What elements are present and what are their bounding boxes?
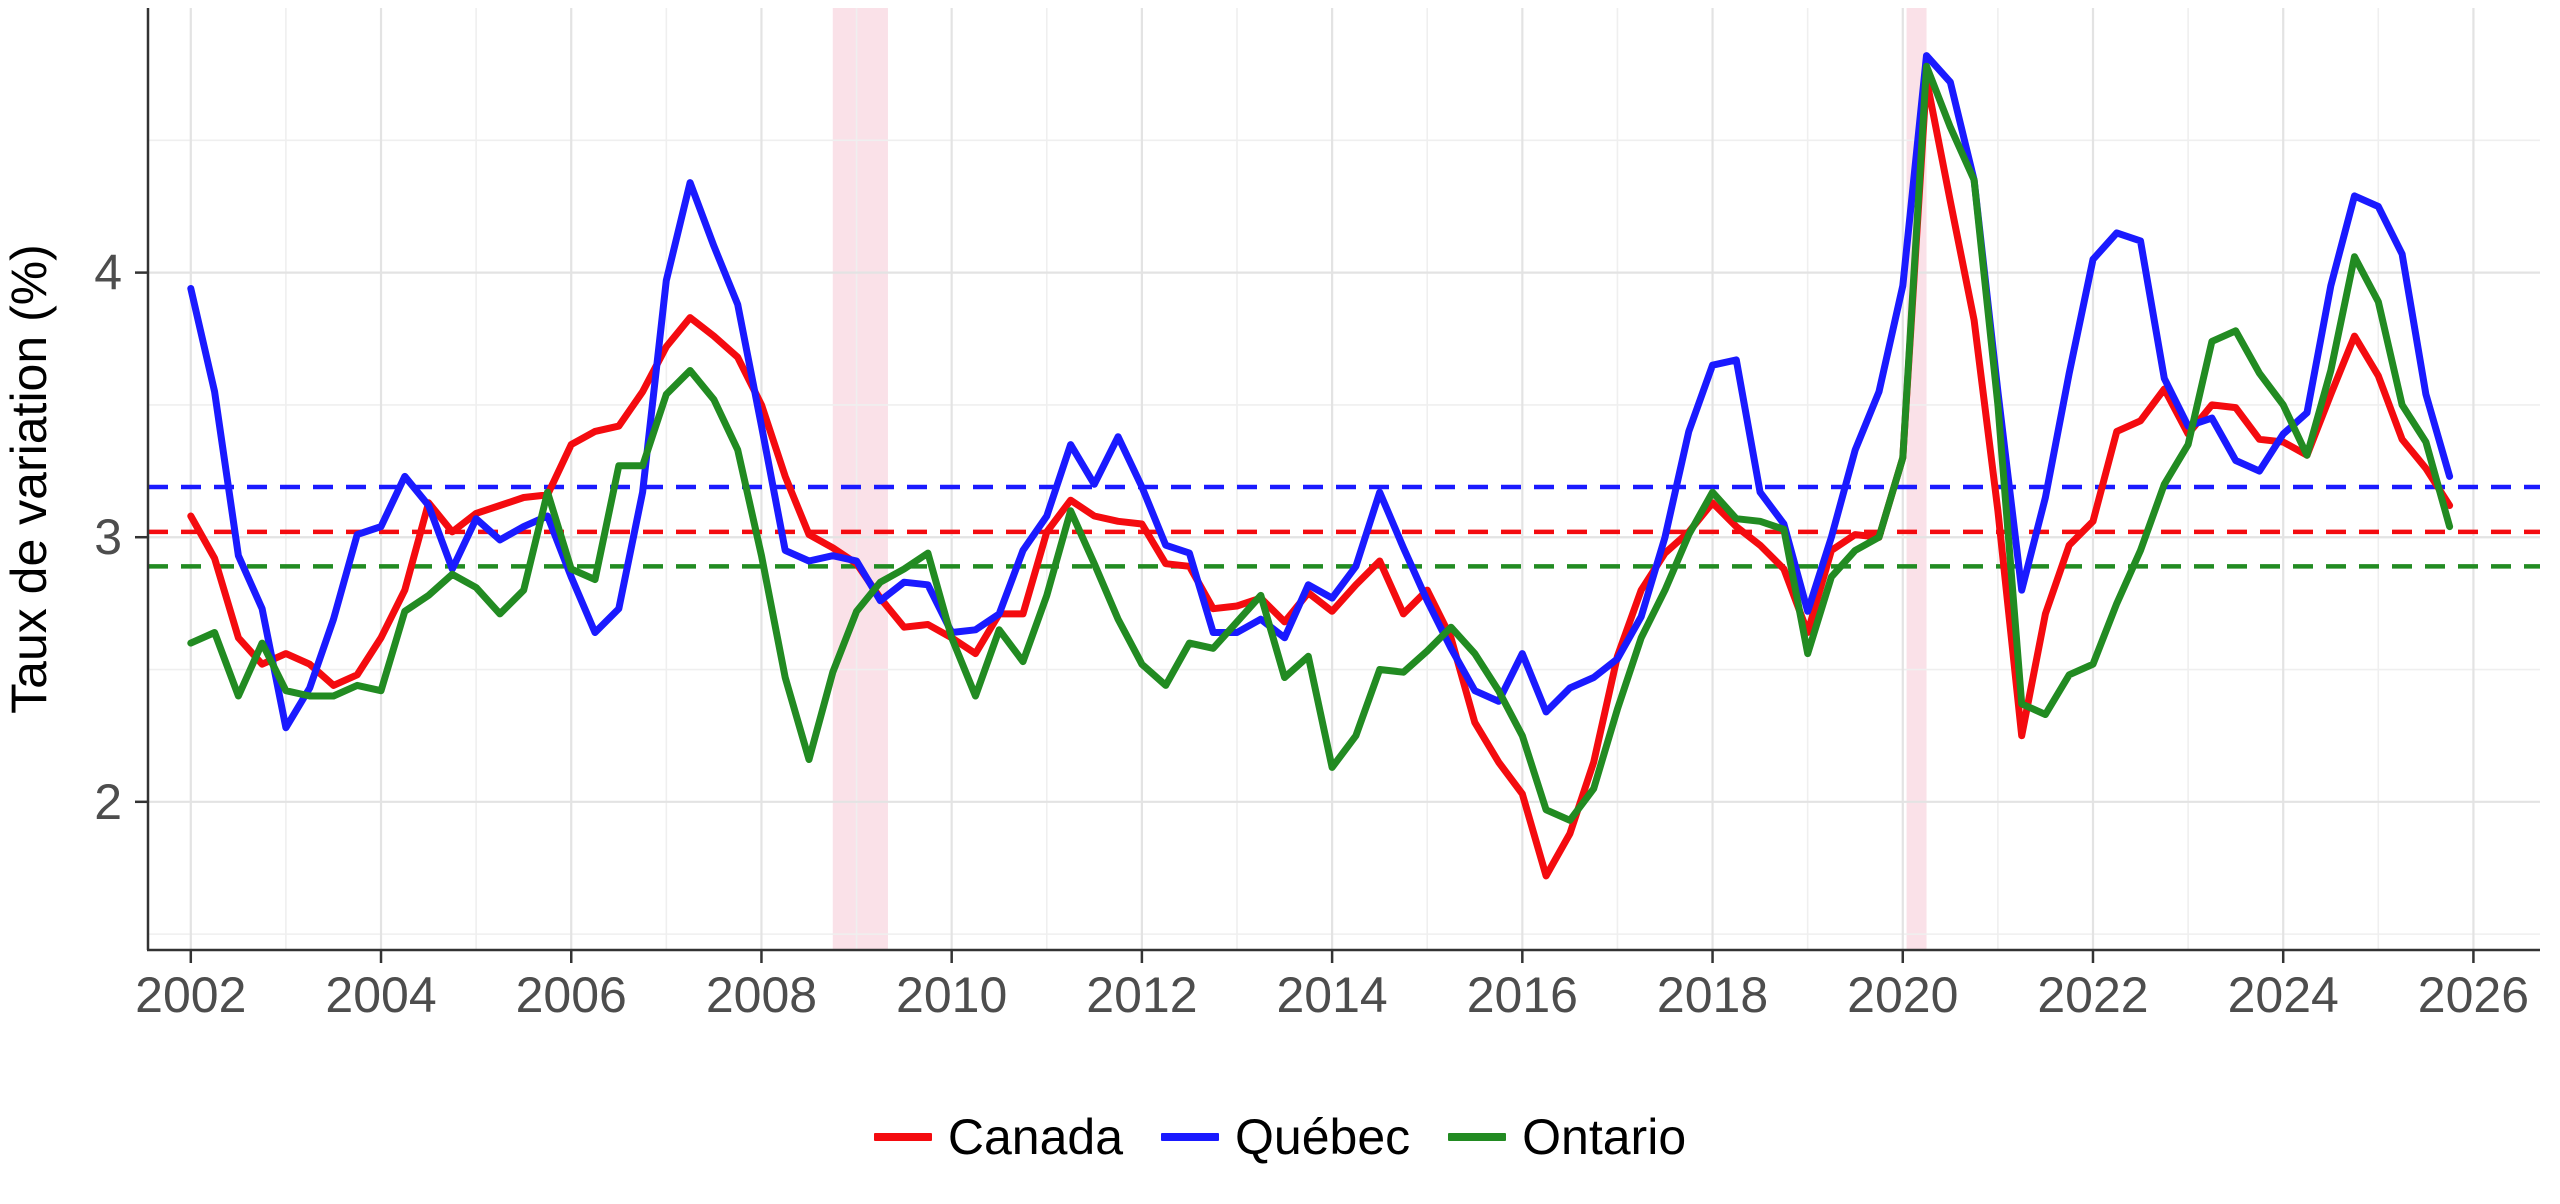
chart-legend: Canada Québec Ontario [0,1092,2560,1182]
x-tick-label: 2026 [2418,967,2529,1023]
y-axis-title: Taux de variation (%) [1,244,57,714]
legend-label-canada: Canada [947,1109,1124,1165]
series-line-ontario [187,62,2454,824]
y-tick-label: 2 [94,774,122,830]
x-tick-label: 2014 [1276,967,1387,1023]
legend-swatch-québec [1161,1133,1220,1141]
x-tick-label: 2008 [706,967,817,1023]
x-tick-label: 2018 [1657,967,1768,1023]
x-tick-label: 2012 [1086,967,1197,1023]
legend-item-canada: Canada [873,1109,1124,1165]
legend-label-québec: Québec [1235,1109,1411,1165]
legend-item-ontario: Ontario [1448,1112,1686,1162]
recession-band [1906,8,1927,950]
legend-item-québec: Québec [1161,1112,1410,1162]
x-tick-label: 2020 [1847,967,1958,1023]
x-tick-label: 2006 [516,967,627,1023]
legend-swatch-canada [873,1133,932,1141]
legend-swatch-ontario [1448,1133,1507,1141]
x-tick-label: 2010 [896,967,1007,1023]
y-tick-label: 3 [94,509,122,565]
recession-band [832,8,888,950]
x-tick-label: 2004 [325,967,436,1023]
series-line-canada [187,75,2454,880]
x-tick-label: 2022 [2037,967,2148,1023]
legend-label-ontario: Ontario [1522,1109,1687,1165]
y-tick-label: 4 [94,245,122,301]
x-tick-label: 2024 [2228,967,2339,1023]
x-tick-label: 2002 [135,967,246,1023]
x-tick-label: 2016 [1467,967,1578,1023]
